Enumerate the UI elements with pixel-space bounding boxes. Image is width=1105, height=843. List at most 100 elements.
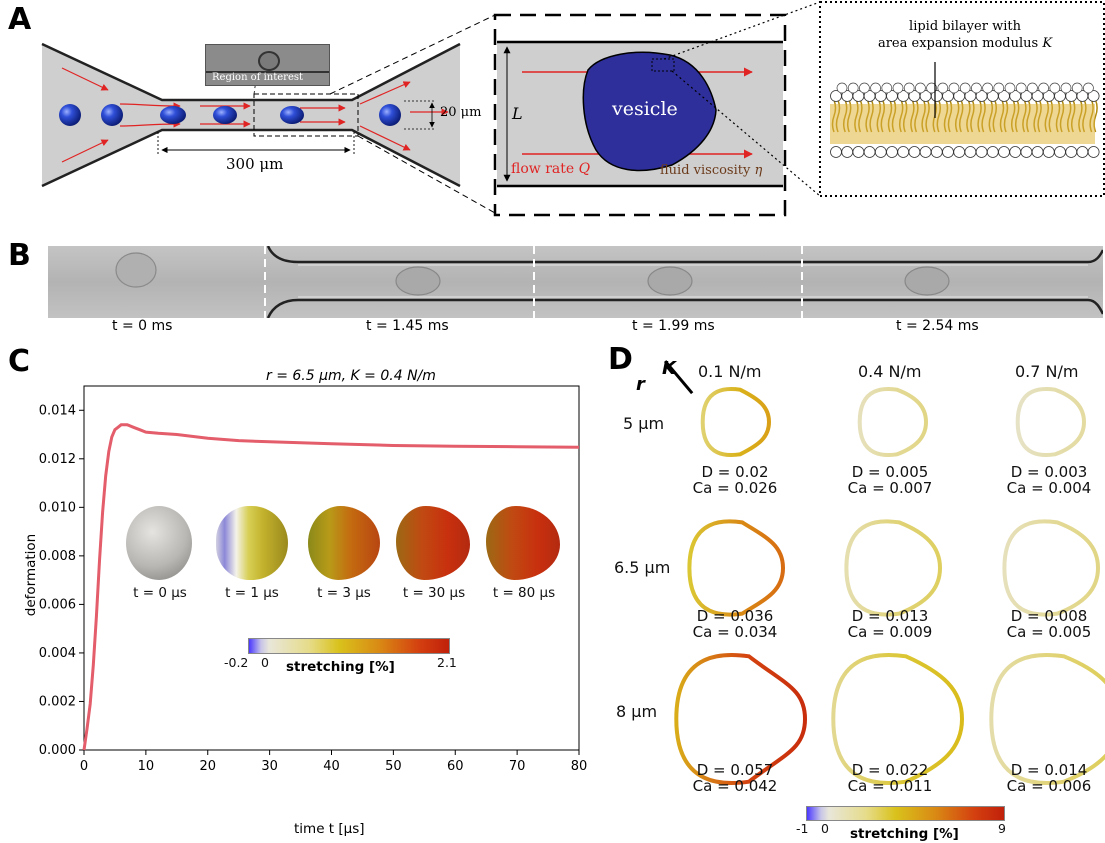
- lipid-head: [1087, 146, 1100, 158]
- lipid-head: [915, 82, 926, 94]
- chart-title: r = 6.5 μm, K = 0.4 N/m: [266, 368, 436, 384]
- lipid-head: [930, 146, 943, 158]
- lipid-core: [830, 104, 1095, 144]
- row-label-1: 6.5 μm: [614, 558, 671, 577]
- y-tick-label: 0.006: [39, 597, 76, 612]
- vesicle-contour: [700, 386, 772, 458]
- width-scale: [404, 100, 436, 130]
- lipid-head: [1042, 146, 1055, 158]
- snap-label-80: t = 80 μs: [492, 585, 556, 601]
- vesicle-contour: [844, 519, 943, 617]
- lipid-head: [881, 82, 893, 94]
- lipid-head: [886, 146, 898, 158]
- inset-label: Region of interest: [212, 72, 304, 83]
- cell-2-2-label: D = 0.014 Ca = 0.006: [1006, 761, 1092, 795]
- lipid-head: [1027, 82, 1038, 94]
- cell-0-2-label: D = 0.003 Ca = 0.004: [1006, 463, 1092, 497]
- x-tick-label: 20: [199, 759, 216, 774]
- snapshot-0: [126, 506, 192, 580]
- lipid-head: [1054, 146, 1066, 158]
- viscosity-label: fluid viscosity η: [660, 163, 763, 178]
- snapshot-3: [308, 506, 380, 580]
- y-tick-label: 0.002: [39, 694, 76, 709]
- bilayer-illustration: [830, 82, 1100, 158]
- vesicle-balls: [59, 104, 401, 126]
- lipid-head: [1060, 82, 1072, 94]
- lipid-head: [892, 82, 904, 94]
- lipid-head: [908, 146, 921, 158]
- lipid-head: [1076, 146, 1089, 158]
- vesicle-contour: [857, 386, 929, 458]
- lipid-head: [1083, 82, 1094, 94]
- x-tick-label: 30: [261, 759, 278, 774]
- cell-1-1-label: D = 0.013 Ca = 0.009: [847, 607, 933, 641]
- x-tick-label: 0: [80, 759, 88, 774]
- lipid-head: [1004, 82, 1016, 94]
- lipid-head: [1038, 82, 1049, 94]
- box-L-label: L: [512, 104, 523, 123]
- cell-0-0-label: D = 0.02 Ca = 0.026: [692, 463, 778, 497]
- micrograph-strip: [48, 246, 1103, 318]
- snap-label-3: t = 3 μs: [317, 585, 371, 601]
- deformation-series-line: [82, 423, 580, 751]
- cbar-d-zero: 0: [821, 821, 829, 836]
- vesicle-contour: [989, 652, 1105, 786]
- lipid-head: [1015, 82, 1027, 94]
- x-tick-label: 80: [571, 759, 588, 774]
- col-label-0: 0.1 N/m: [698, 362, 762, 381]
- snapshot-1: [216, 506, 288, 580]
- lipid-head: [971, 82, 982, 94]
- bilayer-label: lipid bilayer with area expansion modulu…: [877, 19, 1053, 51]
- vesicle-contour: [1002, 519, 1101, 617]
- cbar-d-min: -1: [796, 821, 809, 836]
- region-box: [253, 93, 359, 137]
- time-label-2: t = 1.45 ms: [366, 318, 449, 334]
- lipid-head: [830, 146, 842, 158]
- panel-letter-d: D: [608, 342, 633, 377]
- x-tick-label: 40: [323, 759, 340, 774]
- r-axis-label: r: [636, 374, 645, 395]
- vesicle-contours: [674, 386, 1105, 786]
- cbar-c-zero: 0: [261, 655, 269, 670]
- cell-1-0-label: D = 0.036 Ca = 0.034: [692, 607, 778, 641]
- lipid-head: [870, 82, 881, 94]
- microscope-inset: Region of interest: [205, 44, 330, 86]
- lipid-head: [953, 146, 966, 158]
- cbar-d-max: 9: [998, 821, 1006, 836]
- col-label-1: 0.4 N/m: [858, 362, 922, 381]
- micrograph-svg: [48, 246, 1103, 318]
- width-label: 20 μm: [440, 105, 482, 120]
- y-tick-label: 0.008: [39, 549, 76, 564]
- time-label-3: t = 1.99 ms: [632, 318, 715, 334]
- lipid-head: [874, 146, 887, 158]
- lipid-head: [937, 82, 949, 94]
- snap-label-0: t = 0 μs: [133, 585, 187, 601]
- lipid-head: [836, 82, 848, 94]
- panel-letter-a: A: [8, 2, 32, 37]
- panel-letter-c: C: [8, 344, 31, 379]
- lipid-head: [863, 146, 876, 158]
- lipid-head: [959, 82, 971, 94]
- lipid-head: [1065, 146, 1078, 158]
- lipid-head: [964, 146, 977, 158]
- row-label-2: 8 μm: [616, 702, 658, 721]
- y-tick-label: 0.014: [39, 403, 76, 418]
- x-tick-label: 60: [447, 759, 464, 774]
- lipid-head: [1009, 146, 1022, 158]
- colorbar-c: [248, 638, 450, 654]
- lipid-head: [847, 82, 859, 94]
- lipid-head: [926, 82, 937, 94]
- time-label-4: t = 2.54 ms: [896, 318, 979, 334]
- lipid-head: [852, 146, 865, 158]
- lipid-head: [986, 146, 999, 158]
- x-tick-label: 50: [385, 759, 402, 774]
- y-tick-label: 0.004: [39, 646, 76, 661]
- col-label-2: 0.7 N/m: [1015, 362, 1079, 381]
- lipid-head: [1031, 146, 1044, 158]
- lipid-head: [993, 82, 1005, 94]
- panel-letter-b: B: [8, 238, 31, 273]
- lipid-head: [897, 146, 910, 158]
- colorbar-d: [806, 806, 1005, 821]
- deformation-chart: 0 10 20 30 40 50 60 70 80 0.000 0.002 0.004 0.006 0.0…: [39, 385, 588, 774]
- lipid-head: [948, 82, 960, 94]
